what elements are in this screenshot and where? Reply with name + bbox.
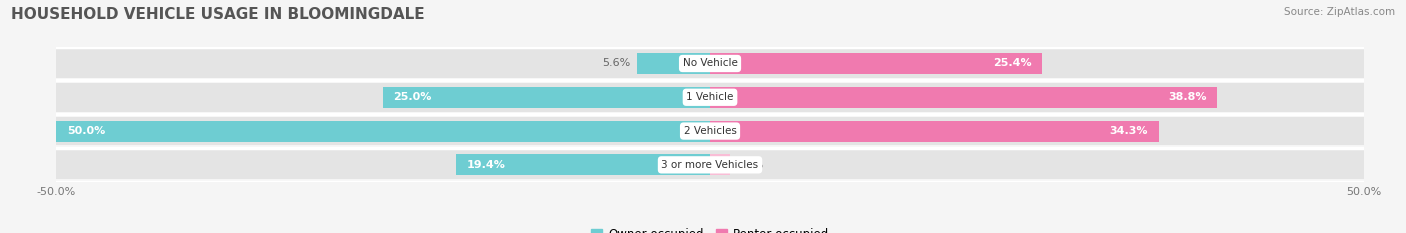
Text: 5.6%: 5.6% — [602, 58, 630, 69]
Text: HOUSEHOLD VEHICLE USAGE IN BLOOMINGDALE: HOUSEHOLD VEHICLE USAGE IN BLOOMINGDALE — [11, 7, 425, 22]
Bar — [710, 121, 1159, 141]
Text: 1 Vehicle: 1 Vehicle — [686, 92, 734, 102]
Bar — [710, 53, 1042, 74]
Bar — [382, 87, 710, 108]
Text: 50.0%: 50.0% — [66, 126, 105, 136]
Text: Source: ZipAtlas.com: Source: ZipAtlas.com — [1284, 7, 1395, 17]
Text: 19.4%: 19.4% — [467, 160, 506, 170]
Bar — [56, 121, 710, 141]
Text: 2 Vehicles: 2 Vehicles — [683, 126, 737, 136]
Bar — [56, 117, 1364, 145]
Text: 25.0%: 25.0% — [394, 92, 432, 102]
Text: 34.3%: 34.3% — [1109, 126, 1149, 136]
Bar — [637, 53, 710, 74]
Bar — [457, 154, 710, 175]
Bar — [56, 49, 1364, 78]
Text: 1.5%: 1.5% — [737, 160, 765, 170]
Text: 25.4%: 25.4% — [993, 58, 1032, 69]
Legend: Owner-occupied, Renter-occupied: Owner-occupied, Renter-occupied — [586, 224, 834, 233]
Text: 3 or more Vehicles: 3 or more Vehicles — [661, 160, 759, 170]
Text: 38.8%: 38.8% — [1168, 92, 1206, 102]
Bar — [710, 154, 730, 175]
Text: No Vehicle: No Vehicle — [682, 58, 738, 69]
Bar — [56, 151, 1364, 179]
Bar — [56, 83, 1364, 112]
Bar — [710, 87, 1218, 108]
